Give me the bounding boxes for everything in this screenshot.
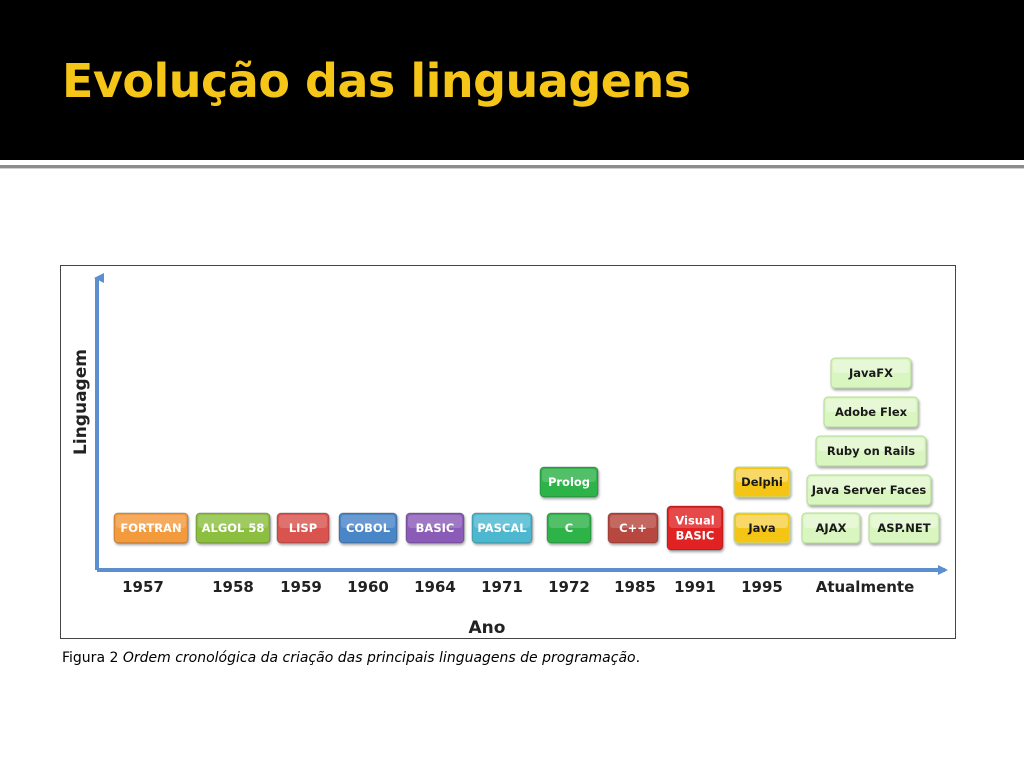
caption-suffix: . (635, 650, 641, 666)
figure-caption: Figura 2 Ordem cronológica da criação da… (62, 650, 640, 666)
language-box-ajax: AJAX (801, 512, 861, 544)
language-label: Ruby on Rails (827, 444, 915, 458)
year-label: 1958 (212, 578, 254, 596)
slide-header: Evolução das linguagens (0, 0, 1024, 160)
year-label: 1971 (481, 578, 523, 596)
year-label: 1964 (414, 578, 456, 596)
language-box-shape (405, 512, 465, 544)
language-box-ruby-on-rails: Ruby on Rails (815, 435, 927, 467)
language-box-shape (113, 512, 189, 544)
language-box-shape (868, 512, 940, 544)
language-label: LISP (289, 521, 317, 535)
language-label: ALGOL 58 (202, 521, 265, 535)
timeline-diagram: FORTRAN ALGOL 58 LISP COBOL BASIC PASCAL C Prol… (71, 273, 948, 638)
language-box-pascal: PASCAL (471, 512, 533, 544)
year-label: 1957 (122, 578, 164, 596)
year-label: Atualmente (816, 578, 915, 596)
language-label: Java Server Faces (811, 483, 927, 497)
language-box-shape (733, 512, 791, 544)
language-box-shape (607, 512, 659, 544)
language-label: Visual (675, 514, 714, 528)
language-box-lisp: LISP (276, 512, 330, 544)
language-label: COBOL (346, 521, 391, 535)
language-box-fortran: FORTRAN (113, 512, 189, 544)
language-label: Adobe Flex (835, 405, 908, 419)
slide-title: Evolução das linguagens (62, 54, 691, 108)
x-axis-label: Ano (469, 618, 506, 638)
language-box-c: C++ (607, 512, 659, 544)
language-label: FORTRAN (120, 521, 181, 535)
year-label: 1959 (280, 578, 322, 596)
language-label: C++ (619, 521, 647, 535)
language-box-java-server-faces: Java Server Faces (806, 474, 932, 506)
year-label: 1991 (674, 578, 716, 596)
language-box-shape (823, 396, 919, 428)
year-label: 1985 (614, 578, 656, 596)
timeline-figure: FORTRAN ALGOL 58 LISP COBOL BASIC PASCAL C Prol… (60, 265, 956, 639)
language-label: PASCAL (477, 521, 527, 535)
language-box-asp-net: ASP.NET (868, 512, 940, 544)
y-axis-label: Linguagem (71, 349, 91, 455)
language-box-shape (539, 466, 599, 498)
language-box-shape (666, 505, 724, 551)
language-label: Delphi (741, 475, 783, 489)
language-box-cobol: COBOL (338, 512, 398, 544)
language-label: BASIC (416, 521, 455, 535)
language-box-java: Java (733, 512, 791, 544)
header-divider-light (0, 168, 1024, 169)
language-box-shape (830, 357, 912, 389)
language-label: AJAX (816, 521, 847, 535)
caption-italic: Ordem cronológica da criação das princip… (122, 650, 636, 666)
language-label: ASP.NET (877, 521, 930, 535)
language-box-shape (801, 512, 861, 544)
header-divider (0, 165, 1024, 168)
language-box-delphi: Delphi (733, 466, 791, 498)
language-box-prolog: Prolog (539, 466, 599, 498)
caption-prefix: Figura 2 (62, 650, 123, 666)
language-box-shape (195, 512, 271, 544)
language-label: BASIC (676, 529, 715, 543)
language-label: Java (747, 521, 775, 535)
language-box-javafx: JavaFX (830, 357, 912, 389)
language-label: Prolog (548, 475, 590, 489)
year-label: 1995 (741, 578, 783, 596)
language-box-algol-58: ALGOL 58 (195, 512, 271, 544)
language-box-c: C (546, 512, 592, 544)
language-box-shape (276, 512, 330, 544)
language-box-shape (806, 474, 932, 506)
language-box-shape (471, 512, 533, 544)
year-label: 1960 (347, 578, 389, 596)
language-box-shape (546, 512, 592, 544)
language-box-shape (815, 435, 927, 467)
language-box-basic: BASIC (405, 512, 465, 544)
language-box-shape (338, 512, 398, 544)
year-label: 1972 (548, 578, 590, 596)
language-label: JavaFX (848, 366, 893, 380)
language-label: C (565, 521, 573, 535)
language-box-adobe-flex: Adobe Flex (823, 396, 919, 428)
language-box-shape (733, 466, 791, 498)
